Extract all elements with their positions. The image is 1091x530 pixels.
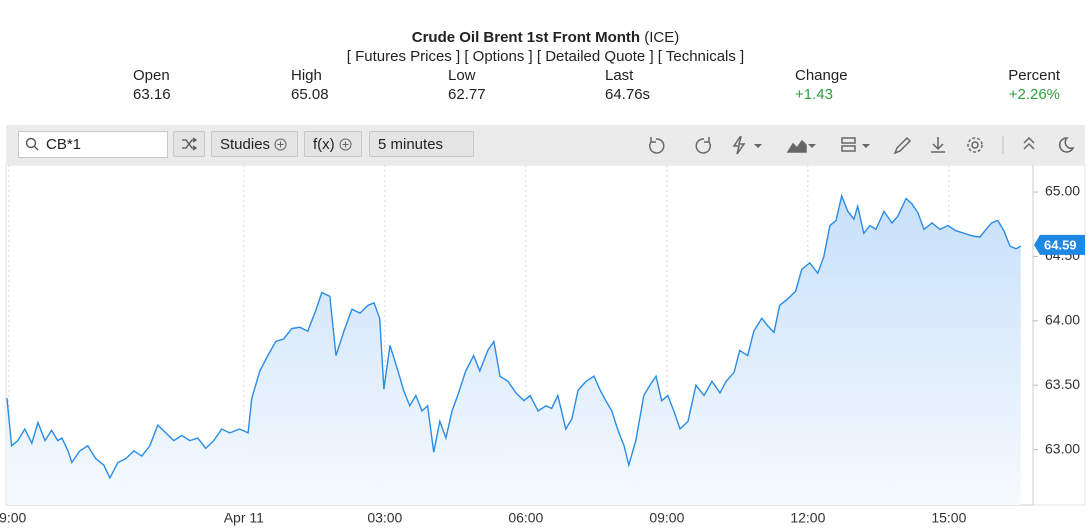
settings-icon[interactable]: [971, 141, 979, 149]
line: [6, 193, 1022, 480]
button-label: 5 minutes: [378, 136, 444, 153]
area: [6, 195, 1021, 505]
studies-button[interactable]: Studies: [211, 131, 298, 157]
quote-value: +2.26%: [1008, 86, 1060, 103]
quote-value: 65.08: [291, 86, 329, 103]
quote-value: 63.16: [133, 86, 171, 103]
search-icon: [25, 137, 39, 151]
plus-icon: [339, 138, 352, 151]
x-tick-label: 06:00: [508, 510, 543, 526]
link[interactable]: [ Options ]: [464, 48, 533, 65]
link-bar: [ Futures Prices ] [ Options ] [ Detaile…: [0, 48, 1091, 65]
symbol: CB*1: [46, 136, 82, 153]
link[interactable]: [ Futures Prices ]: [346, 48, 461, 65]
layout-icon[interactable]: [841, 137, 856, 144]
interval-dropdown[interactable]: 5 minutes: [369, 131, 474, 174]
x-tick-label: 03:00: [367, 510, 402, 526]
instrument-name: Crude Oil Brent 1st Front Month: [411, 29, 641, 46]
quote-value: +1.43: [795, 86, 833, 103]
x-tick-label: 09:00: [649, 510, 684, 526]
exchange: (ICE): [644, 29, 680, 46]
last-price-badge: [1034, 234, 1085, 255]
link[interactable]: [ Technicals ]: [657, 48, 745, 65]
download-icon[interactable]: [931, 137, 945, 153]
quote-label: Change: [795, 67, 848, 84]
button-label: f(x): [313, 136, 335, 153]
x-tick-label: Apr 11: [224, 510, 264, 526]
flash-icon[interactable]: [732, 136, 746, 155]
compare-button[interactable]: [173, 131, 205, 157]
quote-value: 62.77: [448, 86, 486, 103]
toolbar: CB*1 Studies f(x) 5 minutes: [6, 125, 1085, 174]
quote-label: Low: [448, 67, 476, 84]
button-label: Studies: [220, 136, 271, 153]
y-tick-label: 64.00: [1045, 312, 1080, 328]
last-price-label: 64.59: [1044, 237, 1077, 252]
y-tick-label: 63.00: [1045, 440, 1080, 456]
quote-label: High: [291, 67, 322, 84]
collapse-icon[interactable]: [1023, 136, 1035, 150]
x-tick-label: 12:00: [790, 510, 825, 526]
undo-icon[interactable]: [649, 137, 665, 154]
toolbar-icons: [649, 136, 1075, 155]
quote-value: 64.76s: [605, 86, 651, 103]
x-tick-label: 15:00: [931, 510, 966, 526]
quote-label: Last: [605, 67, 634, 84]
fx-button[interactable]: f(x): [304, 131, 362, 157]
link[interactable]: [ Detailed Quote ]: [536, 48, 654, 65]
x-tick-label: 19:00: [0, 510, 27, 526]
redo-icon[interactable]: [695, 137, 711, 154]
chart-type-icon[interactable]: [786, 139, 807, 153]
quote-label: Percent: [1008, 67, 1060, 84]
quote-label: Open: [133, 67, 170, 84]
y-tick-label: 65.00: [1045, 183, 1080, 199]
title: Crude Oil Brent 1st Front Month (ICE): [0, 29, 1091, 46]
chart: 19:00 Apr 11 03:00 06:00 09:00 12:00 15:00 63.0…: [0, 165, 1086, 526]
plus-icon: [274, 138, 287, 151]
draw-icon[interactable]: [893, 136, 912, 155]
shuffle-icon: [182, 137, 198, 151]
y-tick-label: 63.50: [1045, 376, 1080, 392]
theme-icon[interactable]: [1058, 137, 1075, 153]
symbol-search[interactable]: CB*1: [18, 131, 168, 158]
plot: [6, 193, 1022, 505]
